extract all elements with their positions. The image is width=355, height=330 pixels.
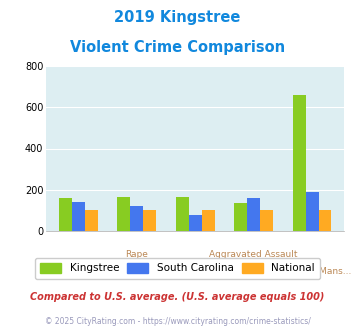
Bar (59, 198, 72, 231)
Bar (260, 211, 273, 231)
Text: Robbery: Robbery (176, 267, 214, 276)
Text: 2019 Kingstree: 2019 Kingstree (114, 10, 241, 25)
Bar (85, 211, 98, 231)
Bar (234, 203, 247, 231)
Bar (72, 202, 85, 231)
Text: Compared to U.S. average. (U.S. average equals 100): Compared to U.S. average. (U.S. average … (30, 292, 325, 302)
Text: Rape: Rape (125, 250, 148, 259)
Bar (247, 198, 260, 231)
Legend: Kingstree, South Carolina, National: Kingstree, South Carolina, National (35, 258, 320, 279)
Text: Violent Crime Comparison: Violent Crime Comparison (70, 40, 285, 54)
Text: Murder & Mans...: Murder & Mans... (273, 267, 351, 276)
Bar (118, 197, 130, 231)
Text: © 2025 CityRating.com - https://www.cityrating.com/crime-statistics/: © 2025 CityRating.com - https://www.city… (45, 317, 310, 326)
Text: Aggravated Assault: Aggravated Assault (209, 250, 298, 259)
Bar (130, 206, 143, 231)
Bar (176, 197, 189, 231)
Text: All Violent Crime: All Violent Crime (40, 267, 116, 276)
Bar (319, 211, 332, 231)
Bar (143, 211, 156, 231)
Bar (189, 215, 202, 231)
Bar (306, 192, 319, 231)
Bar (293, 95, 306, 231)
Bar (202, 211, 214, 231)
